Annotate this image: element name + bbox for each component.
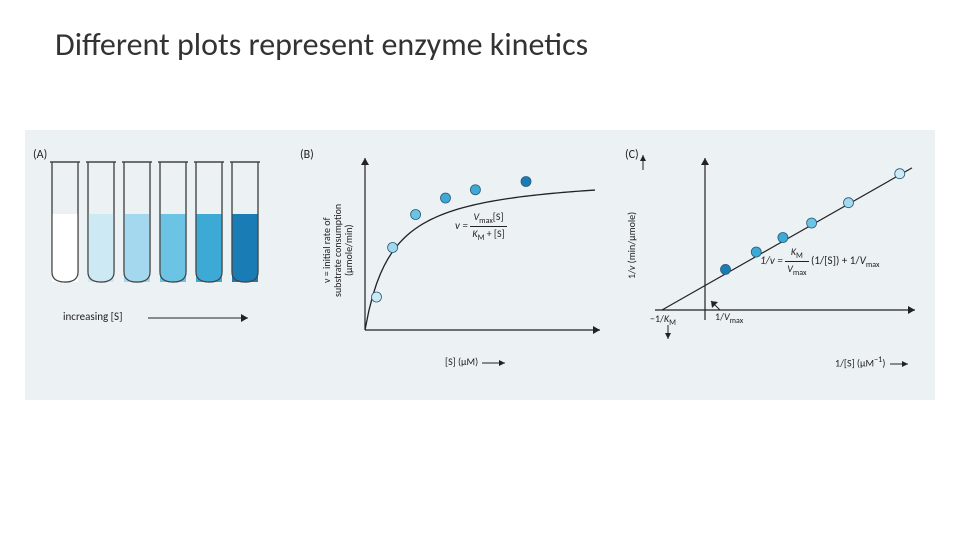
lineweaver-burk-equation: 1/v = KM Vmax (1/[S]) + 1/Vmax: [760, 245, 879, 278]
test-tube: [194, 160, 224, 290]
x-intercept-arrow: [663, 325, 673, 343]
panel-c-ylabel: 1/v (min/μmole): [625, 180, 648, 310]
y-intercept-arrow: [708, 298, 722, 312]
panel-b-ylabel: v = initial rate of substrate consumptio…: [321, 165, 354, 335]
panel-a-label: (A): [33, 148, 47, 162]
figure-panel: (A): [25, 130, 935, 400]
increasing-s-label: increasing [S]: [63, 310, 122, 323]
test-tube: [122, 160, 152, 290]
test-tube: [86, 160, 116, 290]
test-tubes: [50, 160, 260, 290]
michaelis-menten-equation: v = Vmax[S] KM + [S]: [455, 210, 507, 243]
panel-c-yarrow: [638, 152, 648, 172]
panel-c-label: (C): [625, 148, 639, 162]
panel-c-xlabel: 1/[S] (μM−1): [835, 355, 913, 369]
page-title: Different plots represent enzyme kinetic…: [55, 25, 588, 64]
test-tube: [230, 160, 260, 290]
test-tube: [50, 160, 80, 290]
y-intercept-label: 1/Vmax: [715, 310, 743, 326]
panel-b-xlabel: [S] (μM): [445, 355, 510, 368]
panel-b-label: (B): [300, 148, 314, 162]
michaelis-menten-plot: [355, 150, 605, 365]
test-tube: [158, 160, 188, 290]
